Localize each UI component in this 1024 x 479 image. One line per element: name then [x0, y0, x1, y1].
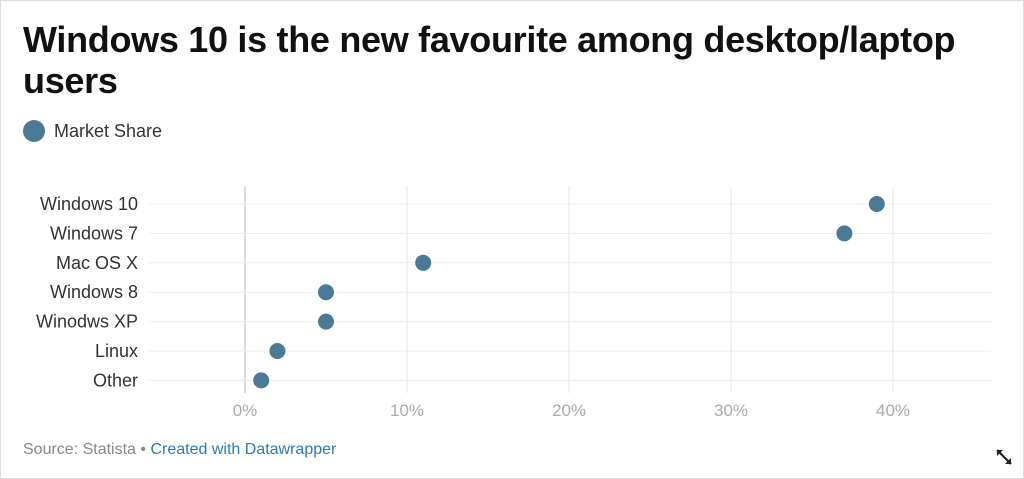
dot-plot: 0% 10% 20% 30% 40% Windows 10 Windows 7 Mac OS …: [36, 186, 991, 420]
category-label: Windows 10: [40, 194, 138, 214]
x-tick-label: 10%: [390, 401, 424, 420]
legend-label: Market Share: [54, 120, 163, 141]
data-point: [836, 225, 853, 242]
x-tick-label: 40%: [876, 401, 910, 420]
data-point: [269, 343, 286, 359]
footer: Source: Statista • Created with Datawrap…: [23, 441, 336, 459]
footer-separator: •: [140, 441, 147, 458]
x-tick-label: 0%: [233, 401, 258, 420]
data-point: [318, 284, 334, 301]
legend-marker: [23, 120, 45, 142]
category-label: Other: [93, 370, 138, 390]
data-point: [318, 313, 334, 330]
legend: Market Share: [23, 120, 162, 142]
x-tick-label: 30%: [714, 401, 748, 420]
source-note: Source: Statista: [23, 441, 136, 458]
expand-arrows-icon[interactable]: [994, 447, 1014, 467]
category-label: Winodws XP: [36, 312, 138, 332]
chart-title: Windows 10 is the new favourite among de…: [23, 19, 956, 101]
category-label: Mac OS X: [56, 253, 138, 273]
category-label: Windows 8: [50, 282, 138, 302]
data-point: [415, 254, 432, 271]
category-label: Linux: [95, 341, 138, 361]
data-point: [868, 196, 885, 212]
category-label: Windows 7: [50, 223, 138, 243]
x-tick-label: 20%: [552, 401, 586, 420]
datawrapper-link[interactable]: Created with Datawrapper: [150, 441, 337, 458]
data-point: [253, 372, 270, 389]
